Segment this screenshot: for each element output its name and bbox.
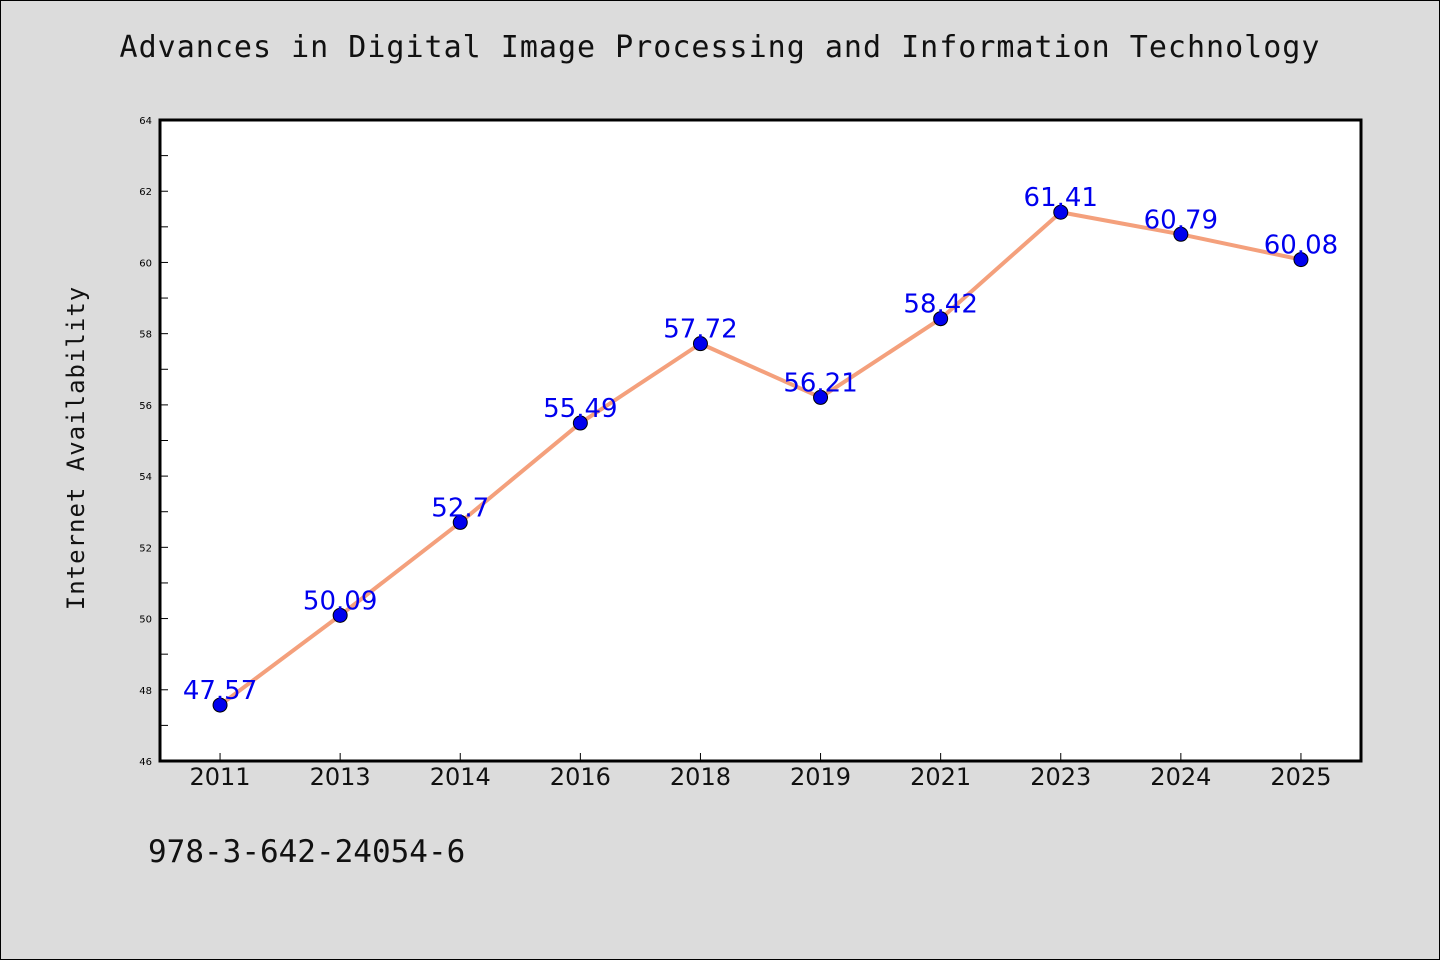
x-tick-label: 2011: [190, 763, 251, 791]
data-point: [212, 697, 228, 713]
plot-border: [158, 118, 1363, 763]
data-label: 47.57: [183, 676, 257, 706]
data-label: 57.72: [663, 315, 737, 345]
data-point: [1173, 226, 1189, 242]
y-tick-label: 46: [139, 757, 152, 768]
plot-area: [160, 120, 1361, 761]
data-markers: [212, 204, 1309, 713]
data-label: 50.09: [303, 586, 377, 616]
x-tick-label: 2019: [790, 763, 851, 791]
data-point: [452, 514, 468, 530]
data-point: [813, 389, 829, 405]
data-point: [572, 415, 588, 431]
data-point: [1053, 204, 1069, 220]
data-point: [933, 311, 949, 327]
data-label: 60.79: [1144, 205, 1218, 235]
data-label: 52.7: [431, 493, 489, 523]
x-tick-label: 2018: [670, 763, 731, 791]
y-tick-label: 48: [139, 686, 152, 697]
x-tick-label: 2025: [1270, 763, 1331, 791]
data-label: 61.41: [1024, 183, 1098, 213]
data-point: [692, 336, 708, 352]
y-tick-label: 56: [139, 401, 152, 412]
x-tick-label: 2024: [1150, 763, 1211, 791]
data-point: [1293, 252, 1309, 268]
chart-title: Advances in Digital Image Processing and…: [119, 30, 1321, 65]
data-point: [332, 607, 348, 623]
y-tick-label: 62: [139, 187, 152, 198]
x-tick-label: 2016: [550, 763, 611, 791]
y-tick-label: 60: [139, 258, 152, 269]
data-label: 56.21: [783, 368, 857, 398]
x-axis: 2011 2013 2014 2016 2018 2019 2021 2023 2024 2025: [190, 753, 1331, 791]
isbn-text: 978-3-642-24054-6: [148, 834, 466, 870]
x-tick-label: 2014: [430, 763, 491, 791]
data-label: 60.08: [1264, 231, 1338, 261]
y-tick-label: 54: [139, 472, 152, 483]
y-tick-label: 50: [139, 615, 152, 626]
x-tick-label: 2013: [310, 763, 371, 791]
data-label: 58.42: [903, 290, 977, 320]
x-tick-label: 2023: [1030, 763, 1091, 791]
x-tick-label: 2021: [910, 763, 971, 791]
y-tick-label: 52: [139, 543, 152, 554]
data-label: 55.49: [543, 394, 617, 424]
series-line: [218, 210, 1302, 707]
data-labels: 47.57 50.09 52.7 55.49 57.72 56.21 58.42 61.41 6…: [183, 183, 1338, 706]
y-tick-label: 64: [139, 116, 152, 127]
y-tick-label: 58: [139, 330, 152, 341]
